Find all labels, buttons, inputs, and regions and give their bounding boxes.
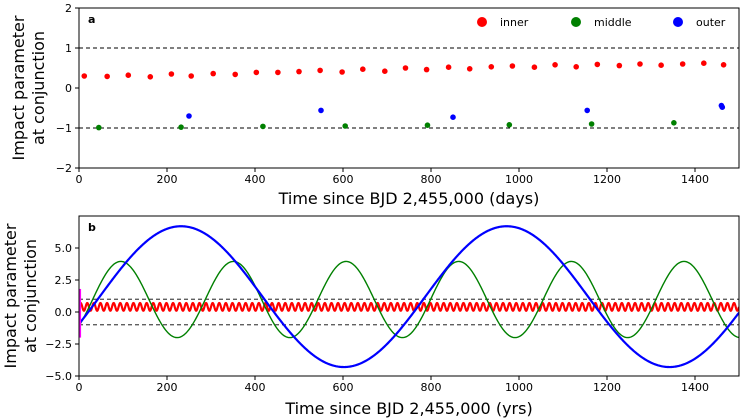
point-inner bbox=[466, 66, 473, 72]
panel-a-x-tick-label: 200 bbox=[157, 173, 178, 186]
point-inner bbox=[594, 61, 601, 68]
point-inner bbox=[720, 62, 727, 68]
point-inner bbox=[81, 73, 88, 79]
point-inner bbox=[445, 64, 452, 70]
panel-b: 0 200 400 600 800 1000 1200 1400 −5.0 −2.5 0.0 2.5 5… bbox=[1, 215, 740, 418]
point-inner bbox=[701, 60, 707, 66]
panel-a-x-tick-label: 1200 bbox=[593, 173, 621, 186]
point-inner bbox=[637, 61, 643, 67]
legend-label-inner: inner bbox=[500, 16, 529, 29]
panel-a-y-tick-label: 0 bbox=[65, 82, 72, 95]
panel-b-x-tick-label: 400 bbox=[245, 381, 266, 394]
panel-b-x-tick-label: 800 bbox=[421, 381, 442, 394]
panel-a-x-tick-label: 600 bbox=[333, 173, 354, 186]
point-inner bbox=[552, 62, 558, 68]
panel-b-label: b bbox=[88, 221, 96, 234]
point-inner bbox=[275, 69, 281, 76]
legend-marker-middle bbox=[571, 17, 581, 27]
legend-label-outer: outer bbox=[696, 16, 726, 29]
panel-a-y-axis-label-line1: Impact parameter bbox=[9, 15, 28, 160]
point-inner bbox=[168, 71, 175, 77]
panel-b-y-tick-label: −5.0 bbox=[45, 370, 72, 383]
point-inner bbox=[253, 69, 260, 76]
panel-b-x-tick-label: 1200 bbox=[593, 381, 621, 394]
line-outer bbox=[79, 225, 739, 369]
panel-a-legend: inner middle outer bbox=[477, 16, 726, 29]
panel-b-reference-lines bbox=[79, 298, 739, 326]
point-middle bbox=[260, 123, 266, 130]
point-outer bbox=[450, 114, 456, 120]
point-middle bbox=[96, 124, 102, 131]
panel-a-y-tick-label: −1 bbox=[56, 122, 72, 135]
line-middle bbox=[79, 260, 739, 339]
point-middle bbox=[588, 121, 595, 127]
panel-b-x-tick-label: 1400 bbox=[681, 381, 709, 394]
point-middle bbox=[424, 122, 431, 128]
panel-b-y-tick-label: 0.0 bbox=[55, 306, 73, 319]
point-outer bbox=[719, 104, 726, 110]
panel-a-y-axis-label-line2: at conjunction bbox=[29, 31, 48, 145]
point-inner bbox=[531, 64, 538, 70]
point-inner bbox=[210, 70, 216, 77]
panel-a-points bbox=[81, 60, 727, 131]
point-inner bbox=[382, 68, 388, 74]
legend-label-middle: middle bbox=[594, 16, 632, 29]
point-inner bbox=[488, 64, 495, 70]
panel-b-y-tick-label: 5.0 bbox=[55, 242, 73, 255]
panel-b-y-axis-label-line1: Impact parameter bbox=[1, 223, 20, 368]
legend-marker-inner bbox=[477, 17, 487, 27]
panel-a-x-tick-label: 1400 bbox=[681, 173, 709, 186]
point-middle bbox=[342, 123, 349, 129]
panel-a-y-tick-label: 2 bbox=[65, 2, 72, 15]
panel-a-x-tick-label: 400 bbox=[245, 173, 266, 186]
point-inner bbox=[317, 67, 323, 74]
panel-b-x-tick-label: 600 bbox=[333, 381, 354, 394]
point-inner bbox=[104, 73, 110, 80]
panel-a-x-tick-label: 1000 bbox=[505, 173, 533, 186]
point-inner bbox=[423, 66, 430, 73]
point-inner bbox=[232, 71, 238, 78]
panel-a-x-tick-label: 800 bbox=[421, 173, 442, 186]
point-inner bbox=[679, 61, 686, 67]
point-inner bbox=[147, 74, 154, 80]
line-inner bbox=[79, 301, 739, 312]
panel-b-lines bbox=[79, 225, 739, 369]
panel-b-x-tick-label: 1000 bbox=[505, 381, 533, 394]
panel-b-frame bbox=[78, 215, 740, 377]
panel-a-ticks: 0 200 400 600 800 1000 1200 1400 −2 −1 0 1 2 bbox=[56, 2, 709, 186]
panel-a-y-tick-label: −2 bbox=[56, 162, 72, 175]
panel-b-y-tick-label: −2.5 bbox=[45, 338, 72, 351]
panel-b-y-axis-label-line2: at conjunction bbox=[21, 239, 40, 353]
panel-a-x-axis-label: Time since BJD 2,455,000 (days) bbox=[278, 189, 540, 208]
point-outer bbox=[584, 107, 590, 114]
point-inner bbox=[616, 62, 623, 69]
panel-a-label: a bbox=[88, 13, 95, 26]
point-middle bbox=[506, 122, 513, 128]
panel-b-x-tick-label: 0 bbox=[76, 381, 83, 394]
point-inner bbox=[188, 73, 194, 79]
panel-b-ticks: 0 200 400 600 800 1000 1200 1400 −5.0 −2.5 0.0 2.5 5… bbox=[45, 242, 709, 394]
point-inner bbox=[402, 65, 409, 71]
panel-a: 0 200 400 600 800 1000 1200 1400 −2 −1 0 1 2 a Time … bbox=[9, 2, 740, 208]
point-inner bbox=[339, 69, 345, 75]
panel-a-reference-lines bbox=[79, 47, 739, 129]
panel-b-x-tick-label: 200 bbox=[157, 381, 178, 394]
point-inner bbox=[125, 72, 132, 78]
point-inner bbox=[296, 68, 302, 75]
panel-a-frame bbox=[78, 7, 740, 169]
point-outer bbox=[318, 107, 324, 114]
panel-a-x-tick-label: 0 bbox=[76, 173, 83, 186]
point-middle bbox=[671, 120, 677, 126]
panel-a-y-tick-label: 1 bbox=[65, 42, 72, 55]
legend-marker-outer bbox=[673, 17, 683, 27]
panel-b-y-tick-label: 2.5 bbox=[55, 274, 73, 287]
point-inner bbox=[509, 63, 516, 69]
point-inner bbox=[360, 66, 366, 72]
panel-b-x-axis-label: Time since BJD 2,455,000 (yrs) bbox=[284, 399, 532, 418]
point-outer bbox=[186, 113, 192, 119]
point-inner bbox=[573, 64, 579, 70]
point-inner bbox=[658, 62, 664, 68]
point-middle bbox=[178, 124, 184, 130]
